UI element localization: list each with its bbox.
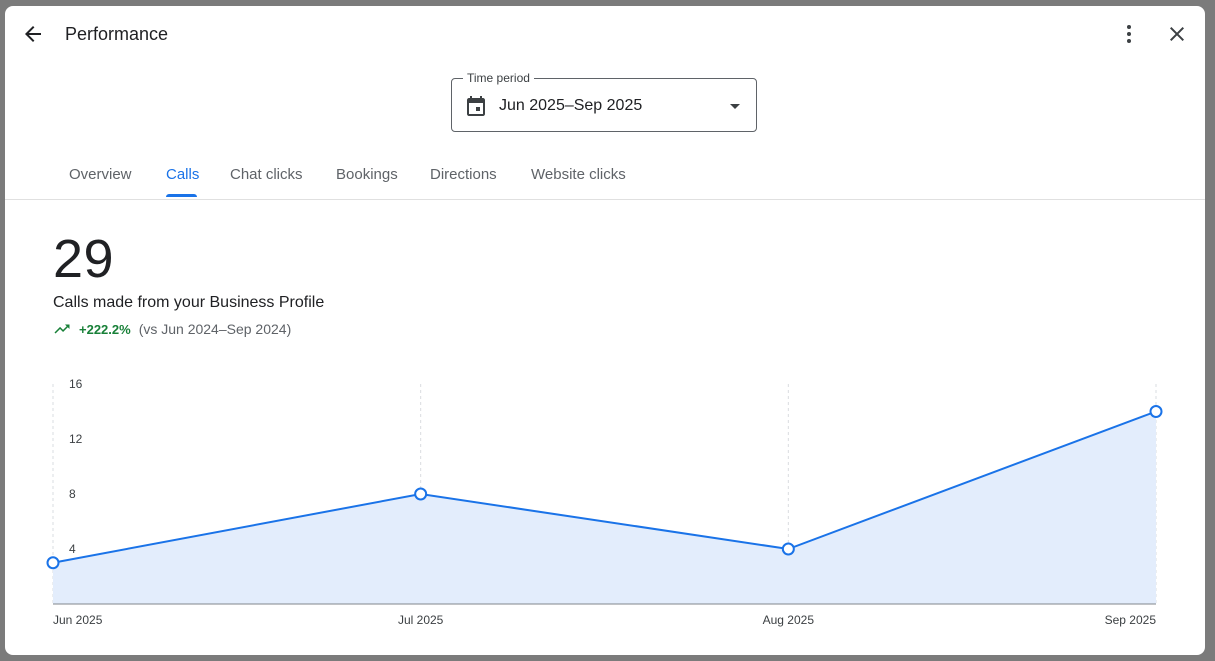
tab-bookings[interactable]: Bookings xyxy=(336,166,398,183)
trending-up-icon xyxy=(54,324,70,334)
time-period-value: Jun 2025–Sep 2025 xyxy=(499,97,643,114)
data-point-2 xyxy=(781,542,795,556)
more-vert-icon xyxy=(1127,25,1131,43)
performance-dialog: Performance Time period Jun 2025–Sep 202… xyxy=(5,6,1205,655)
x-tick-label-1: Jul 2025 xyxy=(398,613,444,627)
trend-comparison: (vs Jun 2024–Sep 2024) xyxy=(138,321,292,337)
more-options-button[interactable] xyxy=(1109,14,1149,54)
time-period-select[interactable]: Time period Jun 2025–Sep 2025 xyxy=(451,71,757,132)
trend-row: +222.2% (vs Jun 2024–Sep 2024) xyxy=(53,320,291,338)
close-button[interactable] xyxy=(1157,14,1197,54)
trend-change: +222.2% xyxy=(79,321,131,337)
arrow-drop-down-icon xyxy=(730,104,740,109)
data-point-3 xyxy=(1149,405,1163,418)
y-tick-label-2: 12 xyxy=(69,432,83,446)
tab-website-clicks[interactable]: Website clicks xyxy=(531,166,626,183)
y-tick-label-1: 8 xyxy=(69,487,76,501)
calendar-icon xyxy=(467,96,485,116)
page-title: Performance xyxy=(65,24,169,44)
calls-line xyxy=(52,410,1157,564)
tab-directions[interactable]: Directions xyxy=(430,166,497,183)
x-tick-label-2: Aug 2025 xyxy=(763,613,815,627)
x-tick-label-0: Jun 2025 xyxy=(53,613,103,627)
data-point-1 xyxy=(414,487,428,501)
y-tick-label-0: 4 xyxy=(69,542,76,556)
dialog-header: Performance xyxy=(5,6,1205,62)
data-point-0 xyxy=(46,556,60,570)
y-tick-label-3: 16 xyxy=(69,377,83,391)
arrow-back-icon xyxy=(25,26,41,42)
back-button[interactable] xyxy=(13,14,53,54)
calls-description: Calls made from your Business Profile xyxy=(53,294,325,311)
calls-area xyxy=(53,411,1156,604)
tab-overview[interactable]: Overview xyxy=(69,166,132,183)
calls-chart: 4 8 12 16 Jun 2025 Jul 2025 Aug 2025 Sep 2025 xyxy=(46,377,1163,627)
tab-chat-clicks[interactable]: Chat clicks xyxy=(230,166,303,183)
active-tab-indicator xyxy=(166,194,197,197)
metric-tabs: Overview Calls Chat clicks Bookings Dire… xyxy=(5,154,1205,200)
x-tick-label-3: Sep 2025 xyxy=(1105,613,1157,627)
time-period-label: Time period xyxy=(463,71,534,85)
close-icon xyxy=(1170,27,1184,41)
tab-calls[interactable]: Calls xyxy=(166,166,200,183)
calls-total: 29 xyxy=(53,229,115,289)
